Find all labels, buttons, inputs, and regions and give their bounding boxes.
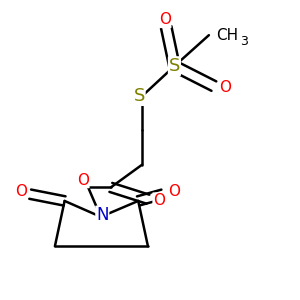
Text: O: O xyxy=(168,184,180,199)
Text: O: O xyxy=(219,80,231,95)
Text: CH: CH xyxy=(216,28,238,43)
Text: 3: 3 xyxy=(240,35,248,48)
Text: O: O xyxy=(77,172,89,188)
Text: O: O xyxy=(15,184,27,199)
Text: S: S xyxy=(169,57,180,75)
Text: S: S xyxy=(134,87,145,105)
Text: N: N xyxy=(96,206,109,224)
Text: O: O xyxy=(159,12,171,27)
Text: O: O xyxy=(153,193,165,208)
